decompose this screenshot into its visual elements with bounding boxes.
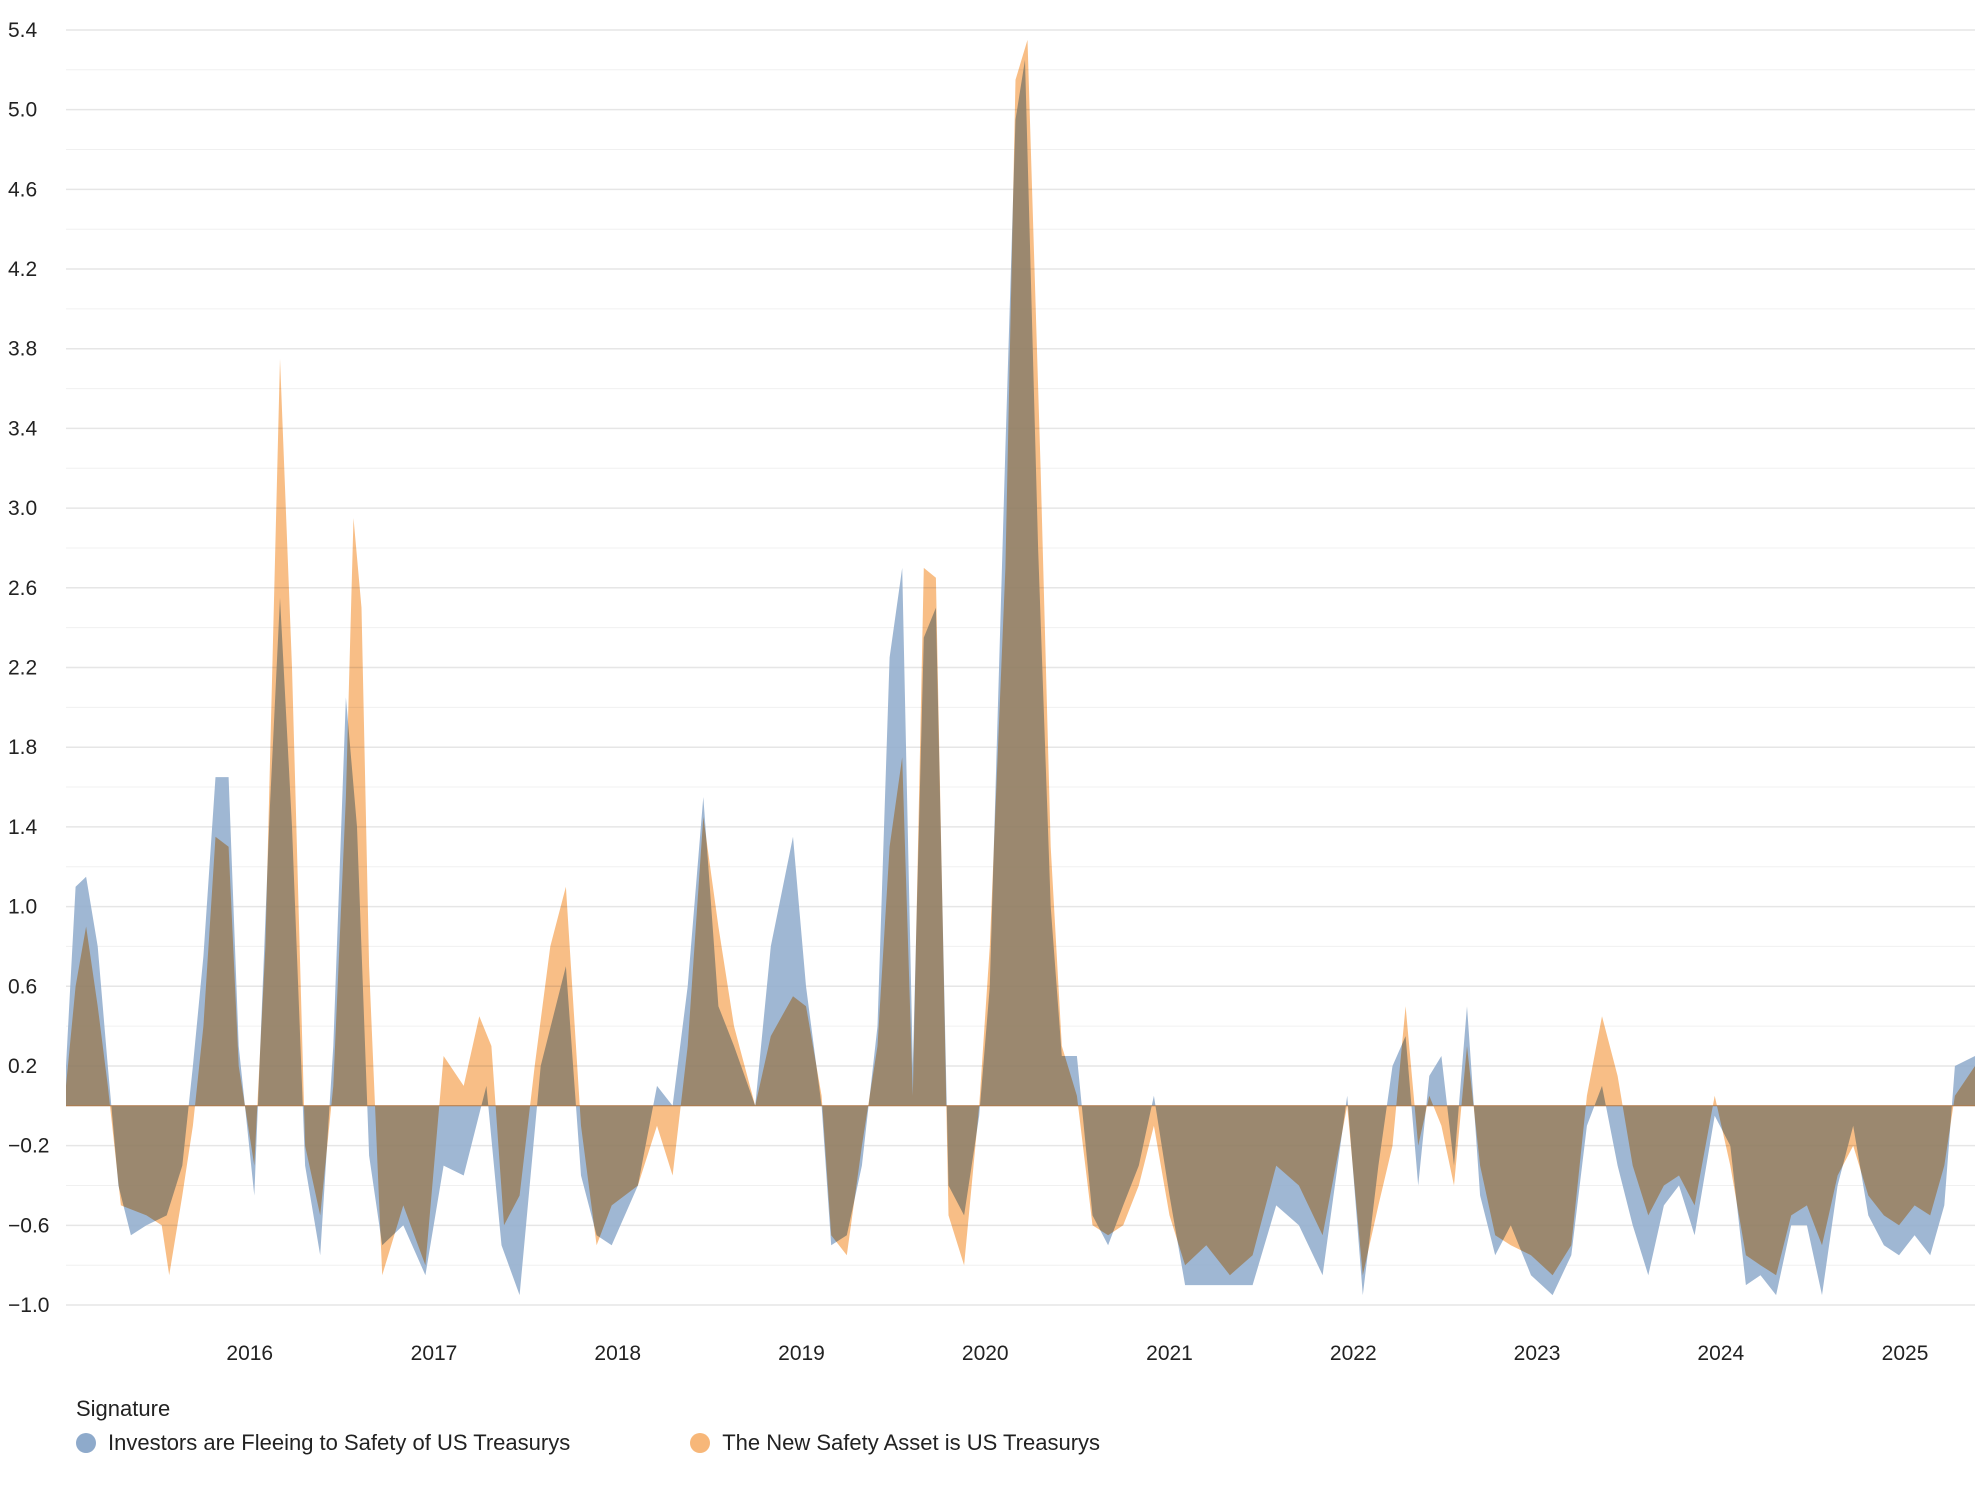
x-tick-label: 2017 xyxy=(411,1342,458,1365)
y-tick-label: −0.2 xyxy=(8,1135,49,1158)
y-tick-label: 3.8 xyxy=(8,338,37,361)
area-chart: −1.0 −0.6 −0.2 0.2 0.6 1.0 1.4 1.8 2.2 2.6 3.0 3.4 3… xyxy=(8,19,1975,1365)
y-tick-label: 1.0 xyxy=(8,896,37,919)
x-tick-label: 2024 xyxy=(1697,1342,1744,1365)
x-tick-label: 2018 xyxy=(594,1342,641,1365)
y-tick-label: 2.2 xyxy=(8,657,37,680)
x-tick-label: 2023 xyxy=(1514,1342,1561,1365)
legend-item-fleeing[interactable]: Investors are Fleeing to Safety of US Tr… xyxy=(76,1430,570,1456)
legend: Signature Investors are Fleeing to Safet… xyxy=(76,1396,1220,1456)
legend-title: Signature xyxy=(76,1396,171,1421)
legend-label-fleeing: Investors are Fleeing to Safety of US Tr… xyxy=(108,1430,571,1455)
x-tick-label: 2022 xyxy=(1330,1342,1377,1365)
legend-swatch-new-safety xyxy=(690,1433,711,1453)
x-tick-label: 2020 xyxy=(962,1342,1009,1365)
y-tick-label: 3.4 xyxy=(8,417,38,440)
legend-label-new-safety: The New Safety Asset is US Treasurys xyxy=(722,1430,1101,1455)
y-tick-label: 5.4 xyxy=(8,19,38,42)
legend-row: Investors are Fleeing to Safety of US Tr… xyxy=(76,1430,1220,1456)
x-tick-label: 2019 xyxy=(778,1342,825,1365)
x-tick-label: 2025 xyxy=(1882,1342,1929,1365)
legend-swatch-fleeing xyxy=(76,1433,96,1453)
legend-item-new-safety[interactable]: The New Safety Asset is US Treasurys xyxy=(690,1430,1100,1456)
y-tick-label: −0.6 xyxy=(8,1214,49,1237)
y-tick-label: 4.2 xyxy=(8,258,37,281)
y-tick-label: 0.2 xyxy=(8,1055,37,1078)
axis-layer: −1.0 −0.6 −0.2 0.2 0.6 1.0 1.4 1.8 2.2 2.6 3.0 3.4 3… xyxy=(8,19,1975,1365)
x-tick-label: 2021 xyxy=(1146,1342,1193,1365)
y-tick-label: 4.6 xyxy=(8,178,37,201)
y-tick-label: 3.0 xyxy=(8,497,37,520)
y-tick-label: 2.6 xyxy=(8,577,37,600)
y-tick-label: −1.0 xyxy=(8,1294,49,1317)
y-tick-label: 1.4 xyxy=(8,816,38,839)
y-tick-label: 0.6 xyxy=(8,975,37,998)
x-tick-label: 2016 xyxy=(226,1342,273,1365)
y-tick-label: 1.8 xyxy=(8,736,37,759)
area-layer xyxy=(66,39,1975,1296)
area-series-1 xyxy=(66,39,1975,1276)
y-tick-label: 5.0 xyxy=(8,99,37,122)
